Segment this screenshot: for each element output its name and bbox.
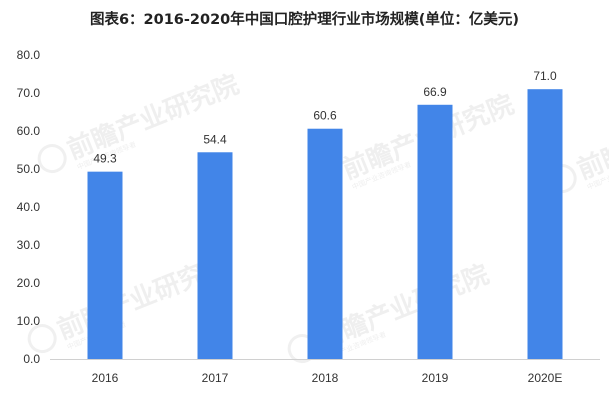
bar — [87, 171, 123, 359]
data-label: 54.4 — [203, 132, 227, 146]
bar — [527, 89, 563, 359]
y-tick-label: 30.0 — [17, 238, 41, 252]
chart-title: 图表6：2016-2020年中国口腔护理行业市场规模(单位：亿美元) — [89, 12, 520, 28]
y-tick-label: 0.0 — [23, 352, 40, 366]
y-tick-label: 10.0 — [17, 314, 41, 328]
x-tick-label: 2016 — [92, 371, 119, 385]
data-label: 49.3 — [93, 152, 117, 166]
watermark-circle — [37, 144, 67, 174]
x-tick-label: 2017 — [202, 371, 229, 385]
bar — [307, 128, 343, 359]
data-label: 60.6 — [313, 109, 337, 123]
data-label: 66.9 — [423, 85, 447, 99]
watermark-text: 前瞻产业研究院 — [573, 89, 609, 186]
bar — [417, 104, 453, 359]
y-tick-label: 40.0 — [17, 200, 41, 214]
data-label: 71.0 — [533, 69, 557, 83]
y-tick-label: 80.0 — [17, 48, 41, 62]
watermark-circle — [27, 324, 57, 354]
x-tick-label: 2020E — [528, 371, 563, 385]
y-tick-label: 60.0 — [17, 124, 41, 138]
x-tick-label: 2018 — [312, 371, 339, 385]
x-tick-label: 2019 — [422, 371, 449, 385]
bar — [197, 152, 233, 359]
y-tick-label: 70.0 — [17, 86, 41, 100]
y-tick-label: 20.0 — [17, 276, 41, 290]
y-tick-label: 50.0 — [17, 162, 41, 176]
watermark-text: 前瞻产业研究院 — [63, 69, 243, 166]
